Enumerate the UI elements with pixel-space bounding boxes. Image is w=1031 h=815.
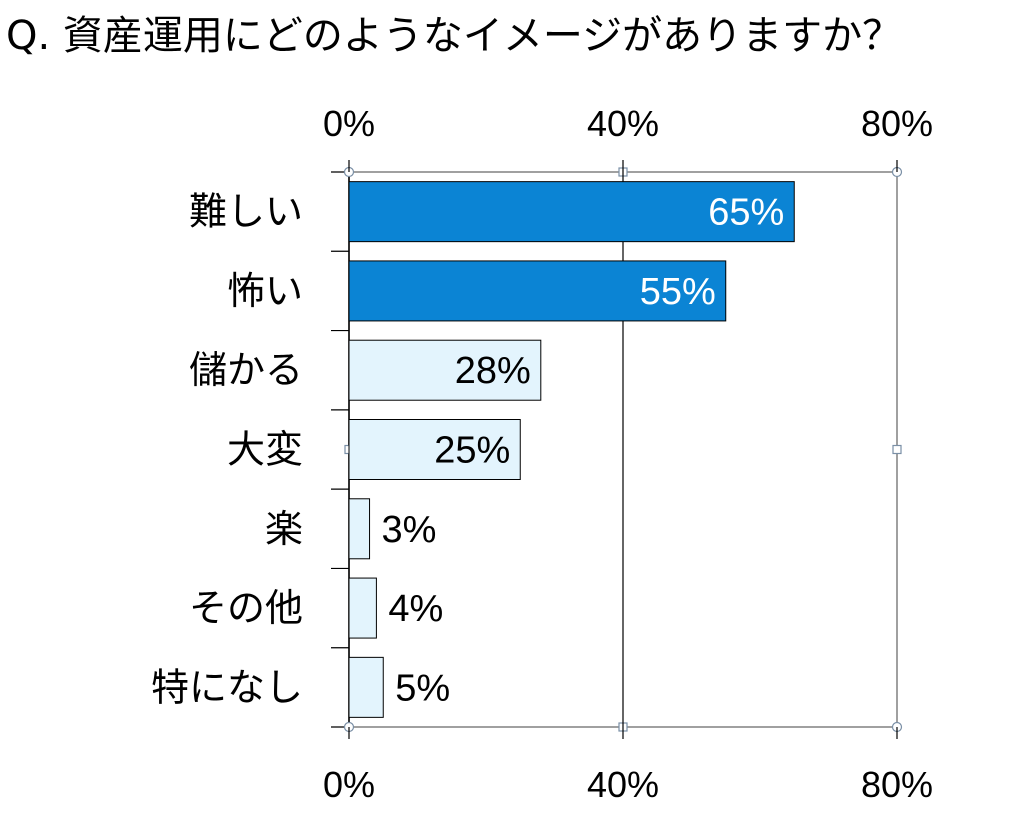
x-tick-label-bottom: 80% bbox=[861, 764, 933, 805]
category-label: 大変 bbox=[227, 428, 303, 472]
value-label: 55% bbox=[640, 271, 716, 313]
bar bbox=[348, 498, 371, 560]
category-label: 特になし bbox=[151, 665, 303, 709]
category-label: 儲かる bbox=[189, 348, 303, 392]
value-label: 5% bbox=[395, 667, 450, 709]
bar bbox=[348, 339, 542, 401]
bar bbox=[348, 419, 521, 480]
x-tick-label-top: 0% bbox=[323, 103, 375, 144]
bar bbox=[348, 656, 384, 718]
bars bbox=[348, 181, 795, 718]
value-label: 28% bbox=[455, 350, 531, 392]
x-tick-label-top: 80% bbox=[861, 103, 933, 144]
value-label: 4% bbox=[388, 588, 443, 630]
value-labels: 65% 55% 28% 25% 3% 4% 5% bbox=[382, 192, 785, 710]
bar bbox=[348, 181, 795, 243]
value-label: 65% bbox=[708, 192, 784, 234]
bar bbox=[348, 260, 727, 322]
category-label: 怖い bbox=[227, 269, 303, 313]
value-label: 3% bbox=[382, 509, 437, 551]
x-tick-label-bottom: 0% bbox=[323, 764, 375, 805]
x-axis-ticks-bottom: 0% 40% 80% bbox=[323, 764, 933, 805]
x-tick-label-bottom: 40% bbox=[587, 764, 659, 805]
category-label: 楽 bbox=[265, 507, 303, 551]
category-label: 難しい bbox=[189, 190, 303, 234]
bar bbox=[348, 577, 377, 639]
resize-handle[interactable] bbox=[892, 444, 902, 455]
value-label: 25% bbox=[434, 430, 510, 472]
x-tick-label-top: 40% bbox=[587, 103, 659, 144]
chart-title: Q. 資産運用にどのようなイメージがありますか？ bbox=[6, 13, 903, 59]
category-label: その他 bbox=[189, 586, 303, 630]
x-axis-ticks-top: 0% 40% 80% bbox=[323, 103, 933, 144]
